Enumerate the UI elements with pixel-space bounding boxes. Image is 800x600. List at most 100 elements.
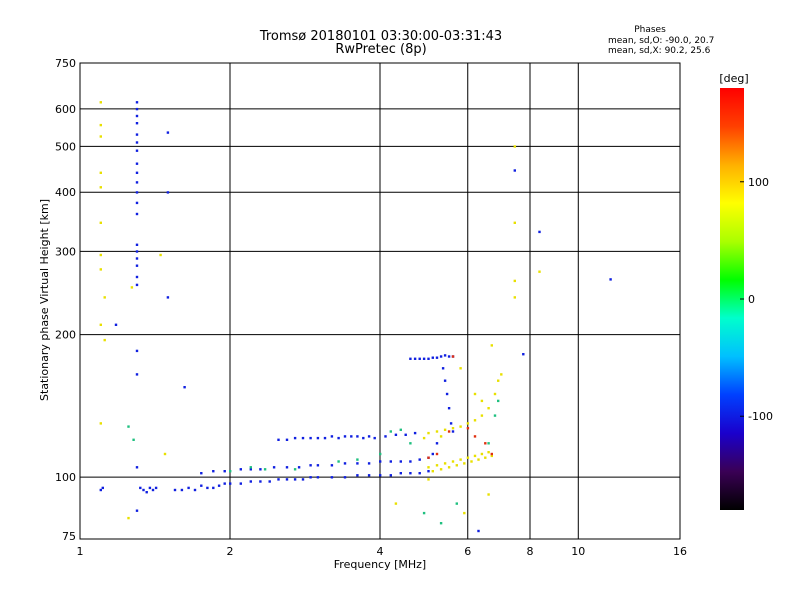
data-point-x_mode [163, 452, 167, 456]
data-point-o_mode [443, 354, 447, 357]
data-point-red_phase [473, 435, 477, 438]
data-point-o_mode [135, 122, 139, 125]
data-point-o_mode [135, 171, 139, 174]
data-point-o_mode [301, 478, 305, 481]
phases-heading: Phases [634, 25, 666, 35]
data-point-o_mode [441, 367, 445, 370]
x-axis-label: Frequency [MHz] [334, 558, 426, 571]
plot-area: 1 2 4 6 8 10 16 75 100 200 300 400 500 600 750 [55, 57, 687, 558]
data-point-o_mode [301, 436, 305, 440]
data-point-o_mode [249, 480, 252, 483]
phases-x-stats: mean, sd,X: 90.2, 25.6 [608, 46, 711, 56]
data-point-x_mode [435, 430, 439, 433]
data-point-red_phase [466, 427, 470, 430]
data-point-o_mode [362, 436, 365, 440]
data-point-o_mode [229, 482, 232, 485]
data-point-x_mode [99, 186, 102, 189]
y-tick-label: 100 [55, 471, 76, 484]
data-point-o_mode [399, 460, 402, 463]
colorbar-label: [deg] [719, 72, 748, 85]
data-point-transitional [263, 468, 267, 471]
data-point-x_mode [127, 516, 130, 520]
data-point-transitional [379, 452, 382, 456]
data-point-o_mode [418, 458, 421, 461]
data-point-o_mode [212, 470, 215, 473]
data-point-o_mode [142, 488, 145, 492]
data-point-x_mode [99, 268, 102, 271]
data-point-o_mode [101, 486, 104, 490]
data-point-o_mode [135, 162, 139, 165]
data-point-red_phase [447, 430, 451, 433]
x-tick-label: 1 [77, 545, 84, 558]
data-point-o_mode [166, 191, 170, 194]
data-point-o_mode [285, 438, 289, 441]
data-point-o_mode [217, 484, 221, 487]
data-point-x_mode [484, 456, 487, 459]
data-point-o_mode [145, 491, 148, 494]
data-point-o_mode [379, 460, 382, 463]
y-tick-label: 600 [55, 103, 76, 116]
data-point-o_mode [268, 480, 271, 483]
data-point-o_mode [135, 243, 139, 246]
data-point-x_mode [500, 373, 503, 376]
data-point-o_mode [522, 353, 525, 356]
data-point-transitional [249, 466, 252, 469]
data-point-x_mode [159, 253, 162, 257]
data-point-x_mode [422, 436, 426, 440]
data-point-o_mode [223, 482, 226, 485]
data-point-o_mode [166, 131, 170, 134]
chart-title: Tromsø 20180101 03:30:00-03:31:43 [259, 29, 502, 44]
x-tick-label: 6 [464, 545, 471, 558]
data-point-transitional [399, 428, 402, 431]
data-point-o_mode [277, 478, 280, 481]
x-tick-label: 16 [673, 545, 687, 558]
data-point-o_mode [413, 357, 417, 360]
data-point-x_mode [463, 462, 466, 465]
data-point-x_mode [99, 221, 102, 224]
data-point-x_mode [455, 464, 458, 467]
data-point-x_mode [451, 427, 455, 430]
data-point-x_mode [473, 419, 477, 422]
data-point-transitional [487, 442, 490, 445]
data-point-x_mode [459, 425, 462, 428]
data-point-o_mode [477, 529, 480, 533]
data-point-o_mode [367, 474, 371, 477]
data-point-o_mode [272, 466, 276, 469]
data-point-x_mode [130, 286, 134, 289]
grid-lines [80, 63, 680, 539]
data-point-o_mode [427, 470, 430, 473]
data-point-x_mode [394, 502, 398, 505]
data-point-x_mode [451, 460, 455, 463]
data-point-o_mode [316, 464, 320, 467]
data-point-transitional [493, 414, 497, 417]
data-point-o_mode [422, 357, 426, 360]
data-point-x_mode [490, 454, 493, 458]
data-point-o_mode [99, 488, 102, 492]
data-point-o_mode [135, 133, 139, 136]
data-point-x_mode [99, 323, 102, 326]
data-point-x_mode [99, 171, 102, 174]
data-point-transitional [409, 442, 412, 445]
data-point-x_mode [447, 466, 451, 469]
data-point-o_mode [337, 436, 340, 440]
data-point-o_mode [193, 488, 197, 492]
data-point-o_mode [293, 436, 297, 440]
data-point-x_mode [99, 123, 102, 127]
data-point-o_mode [183, 386, 186, 389]
data-point-o_mode [435, 356, 439, 359]
chart-subtitle: RwPretec (8p) [335, 42, 426, 57]
data-point-x_mode [427, 431, 430, 435]
data-point-x_mode [99, 253, 102, 257]
data-point-o_mode [135, 114, 139, 118]
colorbar-tick-label: 0 [748, 293, 755, 306]
data-point-x_mode [493, 392, 497, 396]
data-point-transitional [422, 511, 426, 515]
data-point-o_mode [449, 422, 453, 425]
data-point-x_mode [463, 511, 466, 515]
data-point-o_mode [431, 452, 434, 456]
colorbar-tick-label: -100 [748, 410, 773, 423]
data-point-o_mode [166, 296, 170, 299]
data-point-o_mode [249, 468, 252, 471]
data-point-transitional [293, 468, 297, 471]
